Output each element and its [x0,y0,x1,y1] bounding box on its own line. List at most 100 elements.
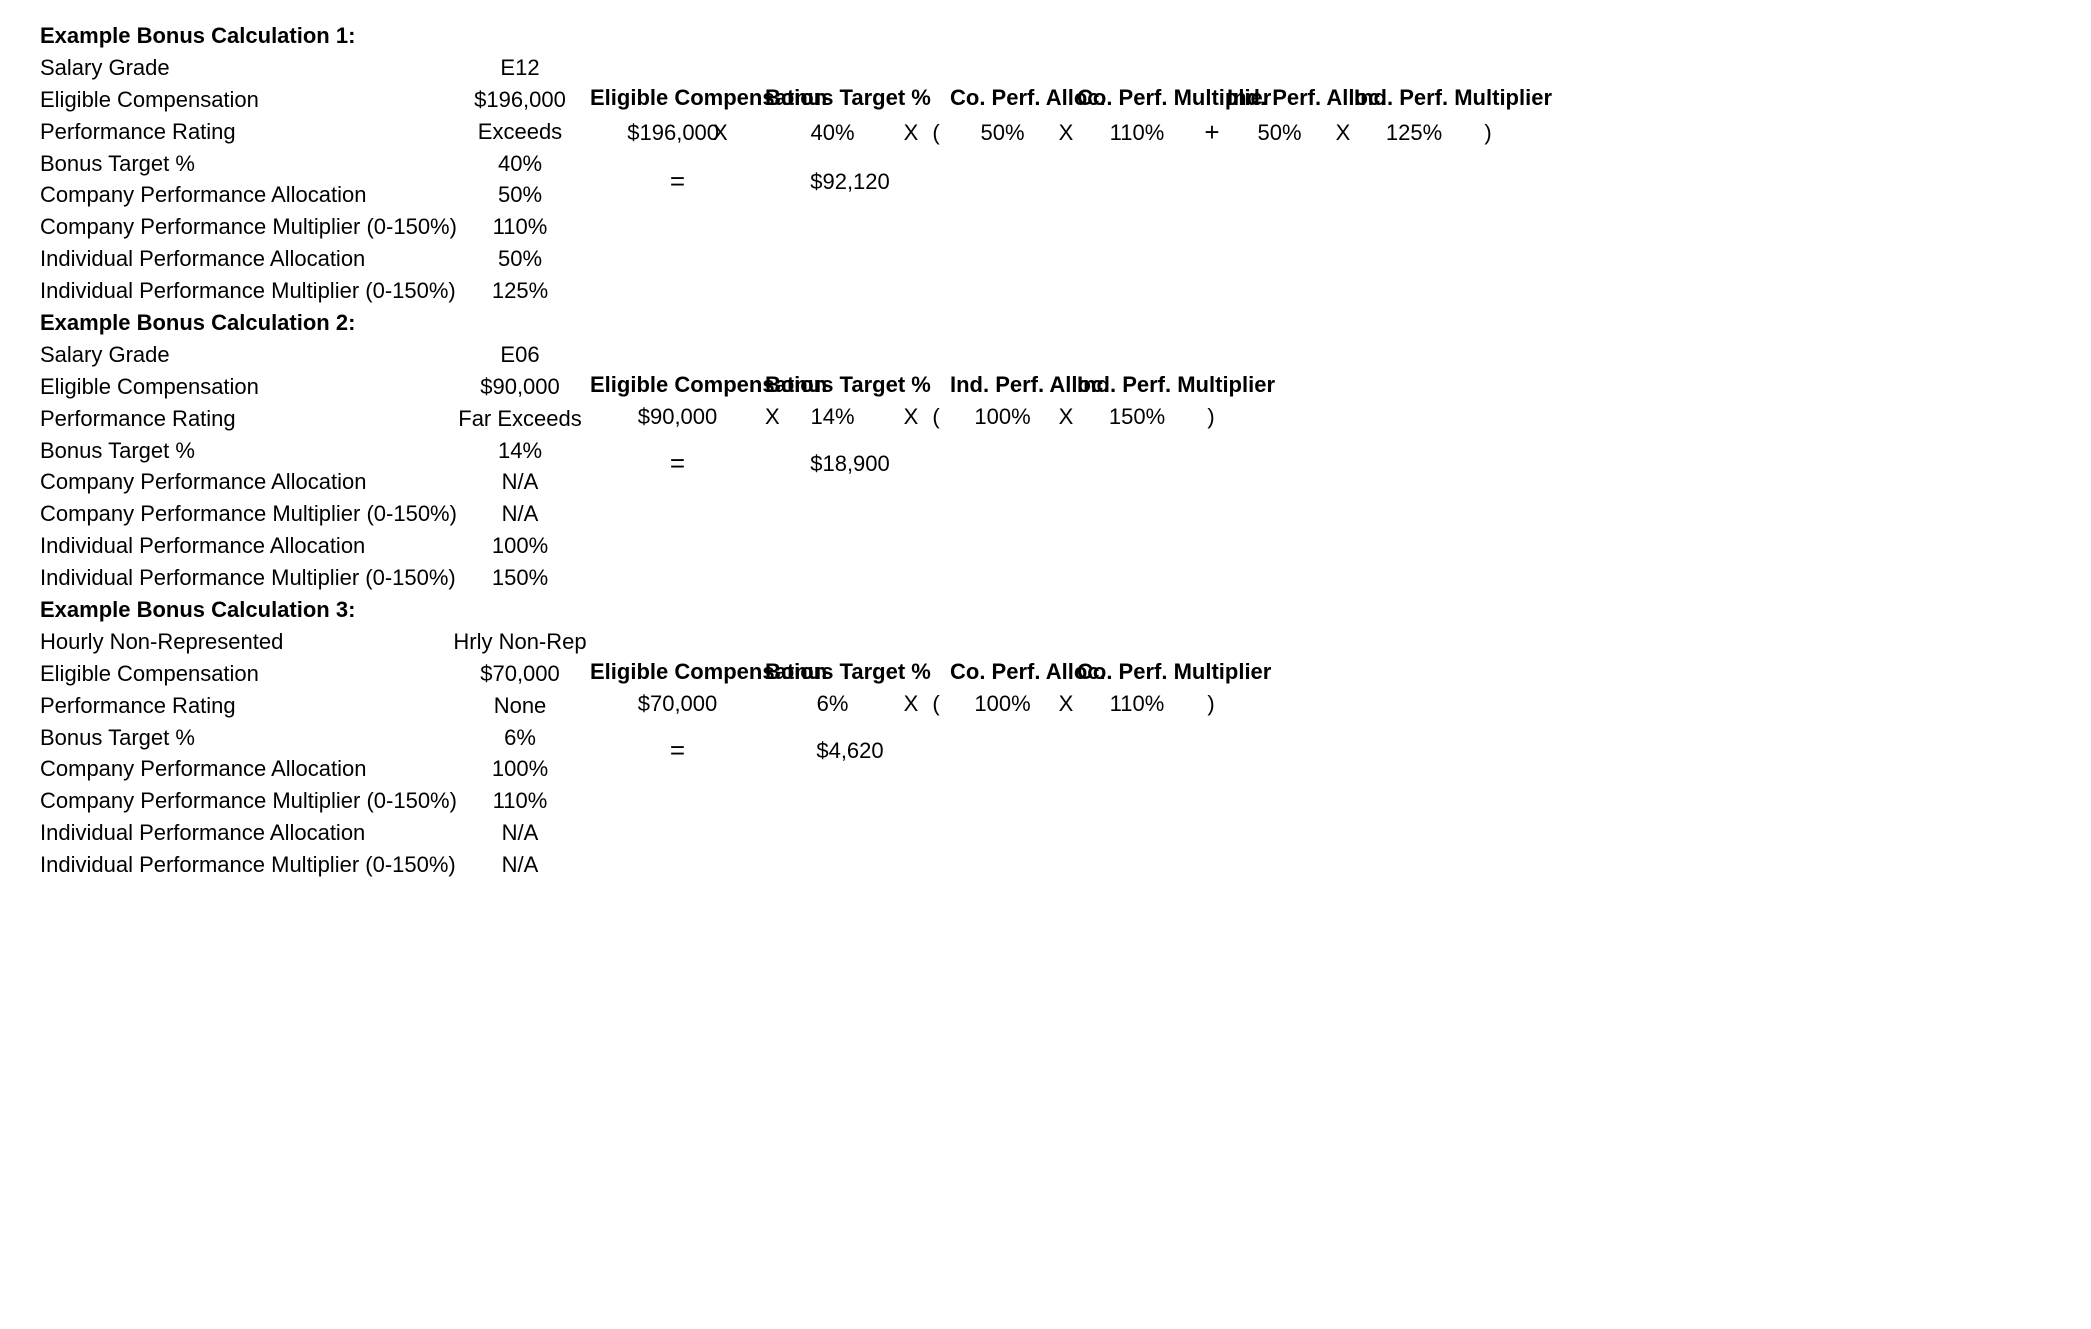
formula-header: Bonus Target % [765,82,900,114]
formula-header: Eligible Compensation [590,369,765,401]
example-title: Example Bonus Calculation 2: [40,307,2051,339]
param-label: Bonus Target % [40,148,450,180]
multiply-symbol: X [713,120,728,145]
equals-symbol: = [590,732,765,770]
formula-header: Ind. Perf. Alloc. [950,369,1055,401]
param-value: N/A [450,817,590,849]
formula-bt: 14% [765,401,900,433]
formula-header: Eligible Compensation [590,656,765,688]
equals-symbol: = [590,163,765,201]
param-label: Eligible Compensation [40,658,450,690]
formula-ec: $70,000 [590,688,765,720]
multiply-symbol: X [1055,117,1077,149]
param-label: Individual Performance Allocation [40,530,450,562]
open-paren: ( [922,688,950,720]
param-value: N/A [450,466,590,498]
param-value: 100% [450,530,590,562]
param-value: 125% [450,275,590,307]
formula-area: Eligible Compensation Bonus Target % Co.… [590,656,1225,769]
param-label: Bonus Target % [40,435,450,467]
formula-ind-alloc: 50% [1227,117,1332,149]
param-label: Individual Performance Multiplier (0-150… [40,275,450,307]
multiply-symbol: X [900,401,922,433]
formula-mult: 150% [1077,401,1197,433]
param-value: $90,000 [450,371,590,403]
param-label: Company Performance Allocation [40,466,450,498]
formula-header: Bonus Target % [765,369,900,401]
formula-header: Bonus Target % [765,656,900,688]
formula-header: Co. Perf. Multiplier [1077,82,1197,114]
example-2: Example Bonus Calculation 2: Salary Grad… [40,307,2051,594]
formula-co-mult: 110% [1077,117,1197,149]
param-value: E12 [450,52,590,84]
param-label: Company Performance Multiplier (0-150%) [40,211,450,243]
param-label: Eligible Compensation [40,84,450,116]
param-value: 6% [450,722,590,754]
multiply-symbol: X [1332,117,1354,149]
param-grid: Salary Grade E06 Eligible Compensation $… [40,339,590,594]
open-paren: ( [922,401,950,433]
multiply-symbol: X [1055,401,1077,433]
close-paren: ) [1197,688,1225,720]
plus-symbol: + [1197,114,1227,152]
formula-header: Co. Perf. Alloc. [950,656,1055,688]
param-label: Performance Rating [40,403,450,435]
formula-ec: $90,000 [590,401,765,433]
param-label: Bonus Target % [40,722,450,754]
formula-bt: 6% [765,688,900,720]
param-label: Company Performance Allocation [40,753,450,785]
param-grid: Hourly Non-Represented Hrly Non-Rep Elig… [40,626,590,881]
param-value: 14% [450,435,590,467]
param-label: Company Performance Allocation [40,179,450,211]
formula-header: Co. Perf. Multiplier [1077,656,1197,688]
formula-header: Ind. Perf. Multiplier [1077,369,1197,401]
param-label: Company Performance Multiplier (0-150%) [40,498,450,530]
param-value: Exceeds [450,116,590,148]
param-value: 50% [450,243,590,275]
open-paren: ( [922,117,950,149]
param-value: Far Exceeds [450,403,590,435]
close-paren: ) [1474,117,1502,149]
param-label: Performance Rating [40,116,450,148]
param-label: Individual Performance Allocation [40,243,450,275]
param-label: Company Performance Multiplier (0-150%) [40,785,450,817]
param-value: 110% [450,211,590,243]
equals-symbol: = [590,445,765,483]
example-title: Example Bonus Calculation 3: [40,594,2051,626]
param-value: 150% [450,562,590,594]
param-grid: Salary Grade E12 Eligible Compensation $… [40,52,590,307]
param-label: Individual Performance Multiplier (0-150… [40,849,450,881]
formula-alloc: 100% [950,401,1055,433]
param-value: N/A [450,849,590,881]
formula-co-alloc: 50% [950,117,1055,149]
formula-bt: 40% [765,117,900,149]
formula-alloc: 100% [950,688,1055,720]
formula-header: Ind. Perf. Alloc. [1227,82,1332,114]
multiply-symbol: X [900,688,922,720]
param-value: 40% [450,148,590,180]
example-title: Example Bonus Calculation 1: [40,20,2051,52]
param-value: $70,000 [450,658,590,690]
formula-ind-mult: 125% [1354,117,1474,149]
param-value: E06 [450,339,590,371]
param-label: Individual Performance Multiplier (0-150… [40,562,450,594]
param-value: Hrly Non-Rep [450,626,590,658]
formula-header: Ind. Perf. Multiplier [1354,82,1474,114]
param-value: None [450,690,590,722]
param-label: Hourly Non-Represented [40,626,450,658]
multiply-symbol: X [900,117,922,149]
formula-header: Eligible Compensation [590,82,765,114]
example-1: Example Bonus Calculation 1: Salary Grad… [40,20,2051,307]
formula-area: Eligible Compensation Bonus Target % Co.… [590,82,1502,201]
formula-mult: 110% [1077,688,1197,720]
param-value: 50% [450,179,590,211]
param-label: Individual Performance Allocation [40,817,450,849]
param-value: 110% [450,785,590,817]
formula-ec: $196,000 [627,120,719,145]
param-label: Salary Grade [40,52,450,84]
formula-area: Eligible Compensation Bonus Target % Ind… [590,369,1225,482]
example-3: Example Bonus Calculation 3: Hourly Non-… [40,594,2051,881]
formula-result: $4,620 [765,735,935,767]
formula-header: Co. Perf. Alloc. [950,82,1055,114]
formula-result: $18,900 [765,448,935,480]
